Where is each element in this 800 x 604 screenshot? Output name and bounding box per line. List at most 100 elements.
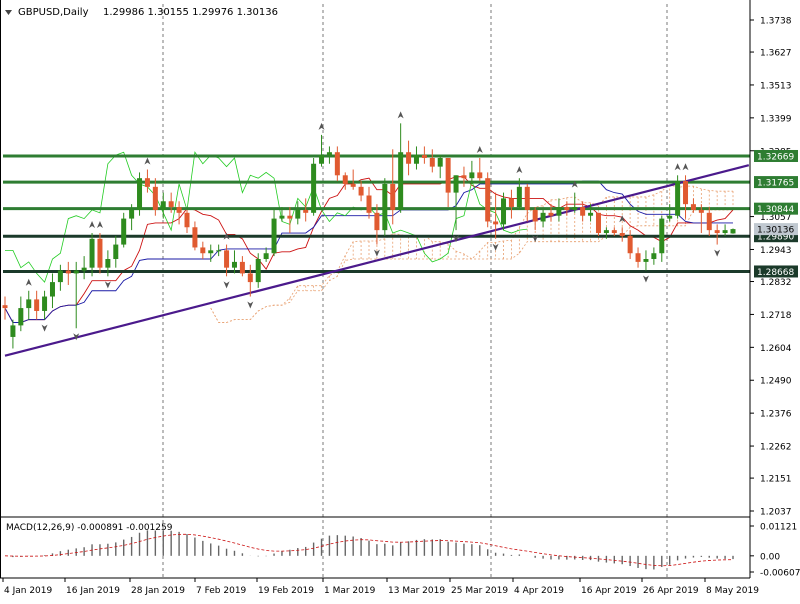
- macd-signal-line: [4, 533, 734, 567]
- candle-body: [89, 238, 95, 268]
- macd-tick-label: 0.00: [760, 552, 780, 562]
- price-tick-label: 1.2604: [760, 344, 792, 354]
- time-tick-label: 13 Mar 2019: [388, 586, 445, 596]
- candle-body: [390, 183, 396, 210]
- price-tick-label: 1.3057: [760, 213, 792, 223]
- price-tick-label: 1.2718: [760, 311, 792, 321]
- candle-body: [34, 299, 40, 311]
- trendline-layer: [4, 164, 750, 357]
- candle-body: [113, 244, 119, 260]
- candle-body: [564, 207, 570, 210]
- candle-body: [619, 233, 625, 236]
- macd-tick-label: -0.006077: [760, 569, 800, 579]
- time-axis: 4 Jan 2019 16 Jan 2019 28 Jan 2019 7 Feb 20…: [2, 578, 759, 596]
- time-tick-label: 7 Feb 2019: [196, 586, 247, 596]
- candle-body: [192, 227, 198, 248]
- time-tick-label: 16 Jan 2019: [66, 586, 120, 596]
- candle-body: [714, 230, 720, 234]
- fractal-up-marker: [96, 221, 103, 229]
- candle-body: [730, 229, 736, 234]
- candle-body: [556, 207, 562, 216]
- candle-body: [690, 204, 696, 210]
- level-label: 1.32669: [757, 152, 794, 162]
- level-label: 1.29890: [757, 233, 794, 243]
- candle-body: [635, 253, 641, 262]
- candle-body: [540, 212, 546, 222]
- fractal-up-marker: [674, 163, 681, 171]
- candle-body: [532, 209, 538, 222]
- fractal-down-marker: [532, 235, 539, 243]
- time-tick-label: 4 Apr 2019: [514, 586, 564, 596]
- candle-body: [26, 299, 32, 309]
- candle-body: [247, 273, 253, 283]
- candle-body: [271, 218, 277, 254]
- fractal-down-marker: [223, 281, 230, 289]
- candle-body: [501, 198, 507, 225]
- candle-body: [445, 157, 451, 193]
- candle-body: [279, 215, 285, 219]
- symbol-label: GBPUSD,Daily: [18, 7, 89, 18]
- fractal-down-marker: [41, 324, 48, 332]
- time-tick-label: 1 Mar 2019: [324, 586, 376, 596]
- candle-body: [659, 218, 665, 254]
- candle-body: [548, 212, 554, 216]
- candle-body: [485, 178, 491, 222]
- candle-body: [508, 198, 514, 208]
- candle-body: [437, 157, 443, 167]
- candle-body: [595, 212, 601, 234]
- candle-body: [49, 282, 55, 297]
- candle-body: [374, 212, 380, 231]
- candle-body: [572, 207, 578, 210]
- candle-body: [73, 270, 79, 274]
- candle-body: [453, 175, 459, 193]
- candle-body: [675, 181, 681, 216]
- price-tick-label: 1.2376: [760, 410, 792, 420]
- fractal-up-marker: [571, 180, 578, 188]
- candle-body: [10, 325, 16, 337]
- fractal-up-marker: [619, 215, 626, 223]
- time-tick-label: 4 Jan 2019: [4, 586, 52, 596]
- fractal-down-marker: [73, 333, 80, 341]
- candle-body: [105, 259, 111, 268]
- candle-body: [295, 209, 301, 219]
- candle-body: [287, 215, 293, 219]
- candle-body: [184, 212, 190, 228]
- candle-body: [144, 178, 150, 187]
- fractal-down-marker: [247, 301, 254, 309]
- price-tick-label: 1.2262: [760, 443, 792, 453]
- fractal-up-marker: [516, 166, 523, 174]
- candle-body: [366, 195, 372, 213]
- level-label: 1.28668: [757, 268, 794, 278]
- candle-body: [603, 230, 609, 234]
- dropdown-arrow-icon[interactable]: [5, 10, 12, 15]
- candle-body: [216, 250, 222, 252]
- fractal-down-marker: [453, 235, 460, 243]
- level-label-box: [754, 202, 798, 215]
- candle-body: [413, 155, 419, 164]
- candle-body: [643, 259, 649, 262]
- tenkan-line: [4, 176, 734, 323]
- price-tick-label: 1.3738: [760, 17, 792, 27]
- candle-body: [421, 155, 427, 158]
- candle-body: [429, 157, 435, 167]
- candle-body: [303, 209, 309, 213]
- candle-body: [263, 253, 269, 260]
- candle-body: [706, 212, 712, 231]
- price-tick-label: 1.2943: [760, 246, 792, 256]
- candle-body: [255, 259, 261, 283]
- fractal-down-marker: [714, 249, 721, 257]
- candle-body: [461, 175, 467, 179]
- price-tick-label: 1.2151: [760, 475, 792, 485]
- candle-body: [160, 201, 166, 210]
- candle-body: [627, 235, 633, 254]
- candle-body: [224, 250, 230, 268]
- price-tick-label: 1.3627: [760, 49, 792, 59]
- candles-layer[interactable]: [2, 123, 736, 349]
- level-label-box: [754, 149, 798, 162]
- candle-body: [137, 178, 143, 210]
- candle-body: [81, 267, 87, 271]
- candle-body: [121, 218, 127, 245]
- ohlc-readout: 1.29986 1.30155 1.29976 1.30136: [103, 7, 278, 18]
